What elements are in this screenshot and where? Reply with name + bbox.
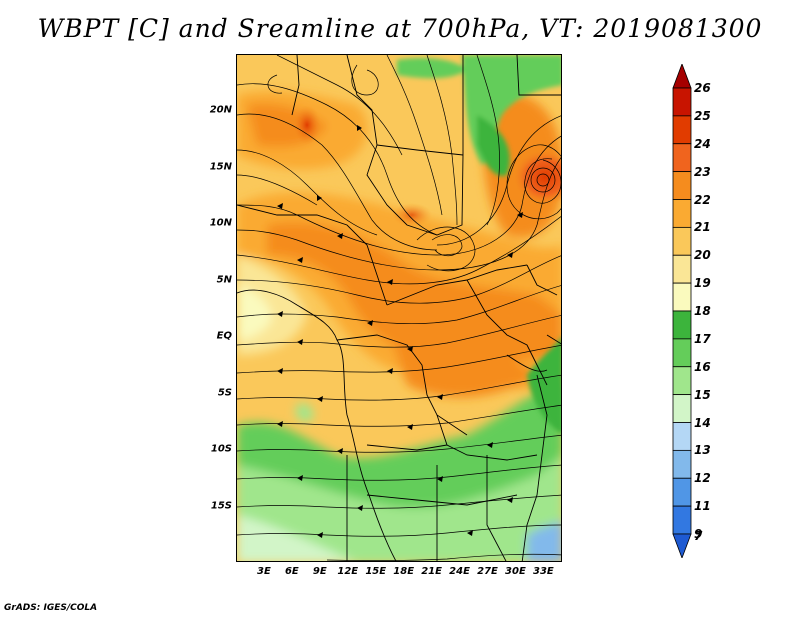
lon-tick-label: 3E bbox=[257, 566, 271, 577]
lon-tick-label: 27E bbox=[477, 566, 498, 577]
colorbar-tick-label: 14 bbox=[694, 415, 711, 430]
lat-tick-label: 5S bbox=[217, 387, 232, 399]
colorbar-top-arrow bbox=[672, 62, 692, 89]
colorbar-segment bbox=[672, 87, 692, 117]
colorbar-tick-label: 26 bbox=[694, 81, 711, 95]
lat-tick-label: 15S bbox=[210, 500, 232, 512]
footer-credit: GrADS: IGES/COLA bbox=[4, 603, 98, 613]
colorbar-segment bbox=[672, 199, 692, 228]
lon-tick-label: 24E bbox=[449, 566, 470, 577]
colorbar-tick-label: 19 bbox=[694, 276, 711, 291]
colorbar-tick-label: 11 bbox=[694, 499, 711, 514]
lat-tick-label: 15N bbox=[209, 161, 232, 173]
colorbar-segment bbox=[672, 422, 692, 451]
colorbar-tick-label: 25 bbox=[694, 108, 711, 123]
colorbar-tick-label: 13 bbox=[694, 443, 711, 458]
colorbar-tick-label: 24 bbox=[694, 136, 711, 151]
lon-tick-label: 30E bbox=[505, 566, 526, 577]
colorbar-tick-label: 17 bbox=[694, 331, 711, 346]
lon-tick-label: 12E bbox=[337, 566, 359, 577]
colorbar-tick-label: 12 bbox=[694, 471, 711, 486]
colorbar-segment bbox=[672, 282, 692, 312]
colorbar-segment bbox=[672, 338, 692, 368]
colorbar-segment bbox=[672, 310, 692, 340]
colorbar-segment bbox=[672, 254, 692, 284]
lon-tick-label: 9E bbox=[312, 566, 327, 577]
colorbar-tick-label: 15 bbox=[694, 387, 711, 402]
lat-tick-label: 20N bbox=[209, 104, 232, 116]
colorbar-segment bbox=[672, 171, 692, 200]
colorbar-segment bbox=[672, 477, 692, 507]
map-canvas bbox=[237, 55, 561, 561]
colorbar-tick-label: 20 bbox=[694, 248, 711, 263]
colorbar-segment bbox=[672, 115, 692, 145]
wbpt-shading bbox=[237, 90, 561, 561]
green-region-north bbox=[397, 55, 561, 434]
map-panel bbox=[236, 54, 562, 562]
lon-tick-label: 21E bbox=[421, 566, 442, 577]
colorbar-tick-label: 9 bbox=[694, 527, 703, 541]
streamlines bbox=[237, 55, 561, 561]
colorbar-segment bbox=[672, 449, 692, 479]
lon-tick-label: 6E bbox=[284, 566, 299, 577]
colorbar-segment bbox=[672, 226, 692, 256]
colorbar-segment bbox=[672, 505, 692, 535]
colorbar-tick-label: 16 bbox=[694, 359, 711, 374]
colorbar-tick-label: 21 bbox=[694, 220, 711, 235]
colorbar-segment bbox=[672, 143, 692, 173]
lon-tick-label: 18E bbox=[393, 566, 415, 577]
hotspot-central bbox=[392, 203, 432, 227]
lat-tick-label: 10S bbox=[210, 443, 232, 455]
colorbar-svg bbox=[672, 62, 692, 560]
colorbar-tick-label: 18 bbox=[694, 304, 711, 318]
lat-tick-label: 10N bbox=[209, 217, 232, 229]
colorbar-tick-label: 23 bbox=[694, 164, 711, 179]
colorbar-tick-label: 7 bbox=[694, 529, 703, 543]
colorbar-segment bbox=[672, 366, 692, 396]
streamline-arrows bbox=[277, 125, 523, 538]
chart-title: WBPT [C] and Sreamline at 700hPa, VT: 20… bbox=[37, 14, 763, 43]
colorbar bbox=[672, 62, 692, 562]
colorbar-segment bbox=[672, 394, 692, 423]
hotspot-northwest bbox=[293, 105, 321, 145]
colorbar-tick-label: 22 bbox=[694, 192, 711, 207]
lat-tick-label: 5N bbox=[216, 274, 232, 286]
lat-tick-label: EQ bbox=[216, 330, 232, 342]
lon-tick-label: 15E bbox=[365, 566, 387, 577]
colorbar-bottom-arrow bbox=[672, 533, 692, 560]
lon-tick-label: 33E bbox=[532, 566, 554, 577]
country-borders bbox=[237, 55, 561, 561]
